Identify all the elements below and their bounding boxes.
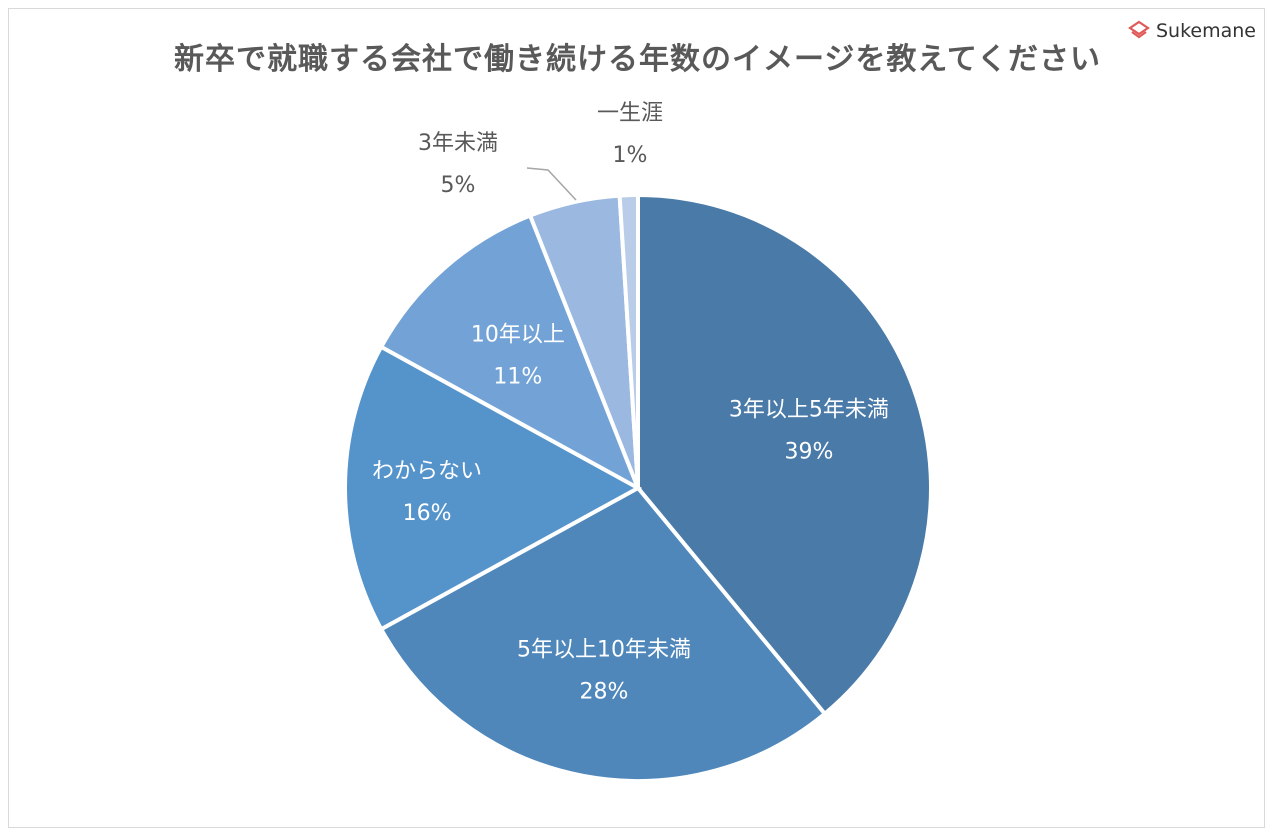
slice-value-label: 5% bbox=[441, 173, 476, 198]
pie-slice bbox=[617, 192, 640, 489]
slice-value-label: 11% bbox=[493, 365, 542, 390]
slice-category-label: 5年以上10年未満 bbox=[517, 637, 691, 662]
slice-value-label: 1% bbox=[613, 143, 648, 168]
logo-text: Sukemane bbox=[1156, 20, 1257, 42]
logo: Sukemane bbox=[1128, 20, 1256, 42]
sukemane-logo-icon bbox=[1128, 20, 1150, 39]
pie-slice bbox=[343, 344, 643, 632]
pie-slice bbox=[378, 212, 642, 493]
pie-labels: 3年以上5年未満 39% 5年以上10年未満 28% わからない 16% 10年以上 11% 3… bbox=[372, 101, 889, 704]
pie-slice bbox=[636, 192, 933, 717]
slice-value-label: 16% bbox=[403, 501, 452, 526]
pie-slices bbox=[343, 192, 933, 783]
slice-category-label: 3年未満 bbox=[418, 131, 498, 156]
slice-category-label: 10年以上 bbox=[471, 323, 565, 348]
pie-slice bbox=[378, 485, 828, 783]
chart-title: 新卒で就職する会社で働き続ける年数のイメージを教えてください bbox=[174, 42, 1101, 77]
slice-value-label: 28% bbox=[580, 679, 629, 704]
slice-category-label: わからない bbox=[372, 459, 482, 484]
leader-line bbox=[526, 167, 577, 201]
slice-value-label: 39% bbox=[784, 439, 833, 464]
slice-category-label: 3年以上5年未満 bbox=[729, 397, 889, 422]
slice-category-label: 一生涯 bbox=[597, 101, 663, 126]
